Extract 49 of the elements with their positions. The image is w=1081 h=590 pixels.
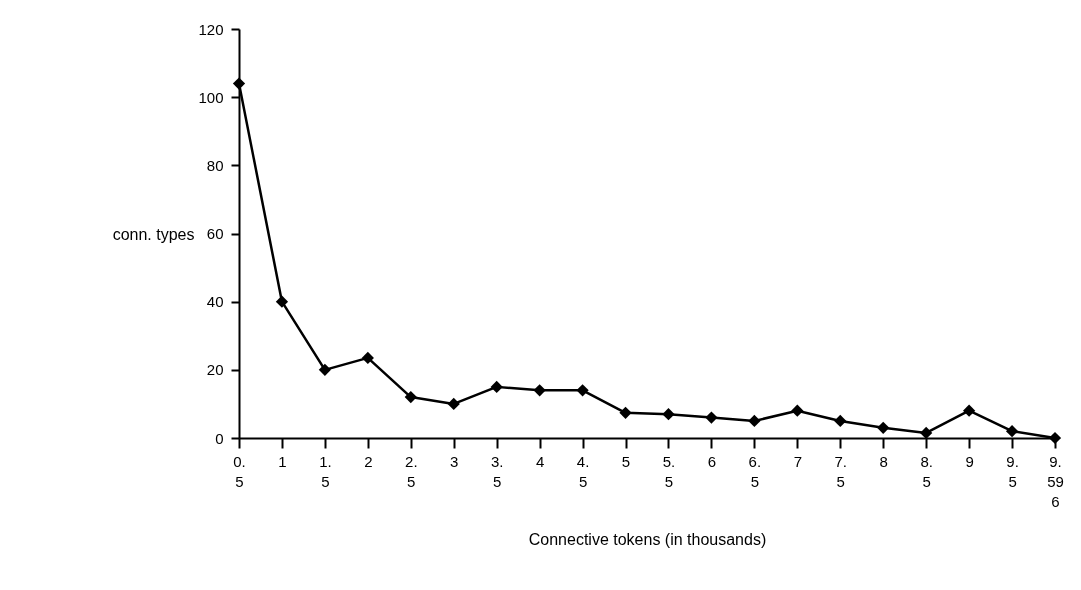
point bbox=[619, 406, 632, 419]
x-axis-title: Connective tokens (in thousands) bbox=[528, 530, 767, 548]
point bbox=[791, 404, 804, 417]
x-tick-label: 3 bbox=[450, 452, 459, 470]
point bbox=[447, 397, 460, 411]
x-tick-label: 2 bbox=[364, 452, 373, 470]
point bbox=[275, 295, 289, 308]
x-tick-label: 9.596 bbox=[1047, 452, 1064, 510]
x-tick-label: 8 bbox=[879, 452, 888, 470]
point bbox=[576, 384, 589, 397]
point bbox=[662, 408, 675, 421]
y-tick-label: 40 bbox=[206, 293, 224, 311]
point bbox=[361, 351, 374, 365]
point bbox=[318, 363, 332, 376]
point bbox=[962, 404, 976, 417]
y-tick-label: 60 bbox=[206, 225, 224, 242]
x-tick-label: 5.5 bbox=[662, 452, 676, 490]
x-tick-label: 1.5 bbox=[319, 452, 332, 490]
x-tick-label: 1 bbox=[278, 452, 287, 470]
y-tick-label: 80 bbox=[206, 156, 224, 174]
x-tick-label: 4 bbox=[535, 452, 545, 470]
x-tick-label: 5 bbox=[621, 452, 631, 470]
y-tick-label: 120 bbox=[198, 20, 224, 38]
y-tick-label: 0 bbox=[215, 429, 224, 447]
point bbox=[705, 411, 718, 424]
x-tick-label: 8.5 bbox=[920, 452, 933, 490]
x-tick-label: 6 bbox=[707, 452, 717, 470]
x-tick-label: 4.5 bbox=[576, 452, 590, 490]
x-tick-label: 7 bbox=[793, 452, 802, 470]
x-tick-label: 0.5 bbox=[233, 452, 246, 490]
point bbox=[533, 384, 546, 397]
x-tick-label: 2.5 bbox=[405, 452, 418, 490]
point bbox=[232, 77, 246, 90]
x-tick-label: 6.5 bbox=[748, 452, 762, 490]
x-tick-label: 3.5 bbox=[490, 452, 504, 490]
point bbox=[404, 390, 417, 404]
x-tick-label: 7.5 bbox=[834, 452, 848, 490]
y-tick-label: 100 bbox=[198, 88, 224, 106]
point bbox=[1048, 431, 1062, 445]
x-tick-label: 9 bbox=[965, 452, 974, 470]
point bbox=[490, 380, 503, 393]
point bbox=[748, 414, 761, 428]
point bbox=[1005, 425, 1019, 438]
y-axis-title: conn. types bbox=[112, 225, 195, 243]
point bbox=[834, 414, 847, 428]
x-tick-label: 9.5 bbox=[1006, 452, 1019, 490]
y-tick-label: 20 bbox=[206, 361, 224, 379]
point bbox=[877, 421, 890, 434]
point bbox=[920, 426, 933, 440]
